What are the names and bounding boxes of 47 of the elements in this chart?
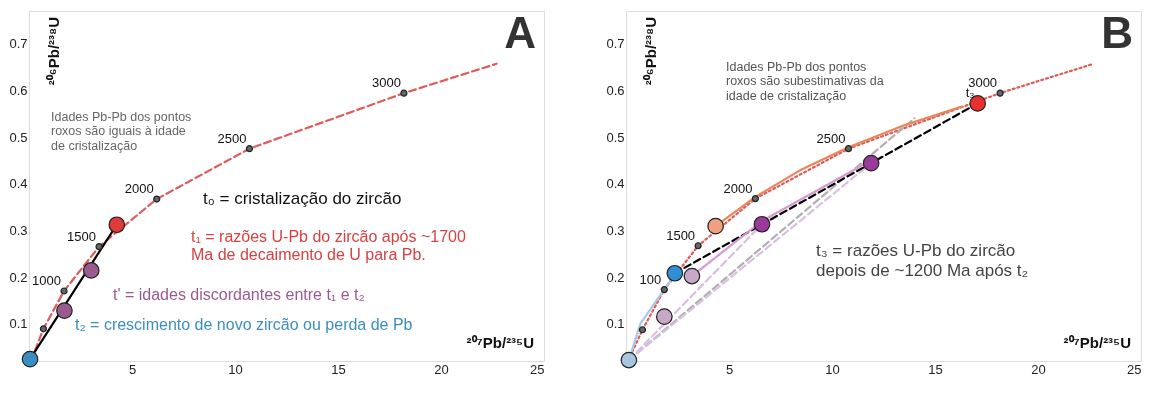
annotation: 2000: [723, 180, 753, 196]
y-tick-label: 0.5: [9, 129, 28, 145]
y-tick-label: 0.5: [606, 129, 625, 145]
x-tick-label: 5: [725, 361, 734, 377]
annotation: t' = idades discordantes entre t₁ e t₂: [113, 286, 365, 303]
x-tick-label: 10: [825, 361, 840, 377]
y-tick-label: 0.3: [606, 222, 625, 238]
y-tick-label: 0.4: [606, 176, 625, 192]
annotation: Idades Pb-Pb dos pontos roxos são iguais à idade de cristalização: [51, 110, 192, 153]
y-tick-label: 0.2: [9, 269, 28, 285]
x-tick-label: 15: [331, 361, 346, 377]
x-axis-title: ²⁰⁷Pb/²³⁵U: [466, 334, 534, 351]
annotation: t₁ = razões U-Pb do zircão após ~1700 Ma de decaimento de U para Pb.: [191, 228, 466, 264]
y-axis-title: ²⁰⁶Pb/²³⁸U: [642, 17, 659, 86]
y-axis-title: ²⁰⁶Pb/²³⁸U: [45, 17, 62, 86]
annotation: 1500: [666, 227, 696, 243]
annotation: t₂ = crescimento de novo zircão ou perda de Pb: [75, 316, 413, 333]
y-tick-label: 0.4: [9, 176, 28, 192]
chart-title: A: [504, 8, 536, 57]
annotation: 2500: [816, 130, 846, 146]
y-tick-label: 0.6: [9, 82, 28, 98]
y-tick-label: 0.1: [606, 316, 625, 332]
annotation: 3000: [372, 75, 401, 91]
annotation: Idades Pb-Pb dos pontos roxos são subestimativas da idade de cristalização: [726, 60, 884, 103]
annotation: t₀ = cristalização do zircão: [203, 189, 402, 208]
y-tick-label: 0.7: [9, 36, 28, 52]
x-axis-title: ²⁰⁷Pb/²³⁵U: [1063, 334, 1131, 351]
annotation: 1500: [67, 228, 97, 244]
x-tick-label: 25: [530, 361, 545, 377]
y-tick-label: 0.7: [606, 36, 625, 52]
annotation: t₃ = razões U-Pb do zircão depois de ~1200 Ma após t₂: [816, 241, 1029, 280]
x-tick-label: 20: [434, 361, 449, 377]
y-tick-label: 0.1: [9, 316, 28, 332]
annotation: 100: [639, 271, 662, 287]
annotation: 2000: [124, 181, 154, 197]
x-tick-label: 15: [928, 361, 943, 377]
y-tick-label: 0.2: [606, 269, 625, 285]
x-tick-label: 10: [228, 361, 243, 377]
y-tick-label: 0.6: [606, 82, 625, 98]
annotation: 2500: [217, 130, 247, 146]
x-tick-label: 20: [1031, 361, 1046, 377]
annotation: 1000: [32, 273, 62, 288]
x-tick-label: 25: [1127, 361, 1142, 377]
chart-title: B: [1101, 8, 1133, 57]
y-tick-label: 0.3: [9, 222, 28, 238]
x-tick-label: 5: [128, 361, 137, 377]
annotation: 3000: [968, 75, 998, 91]
